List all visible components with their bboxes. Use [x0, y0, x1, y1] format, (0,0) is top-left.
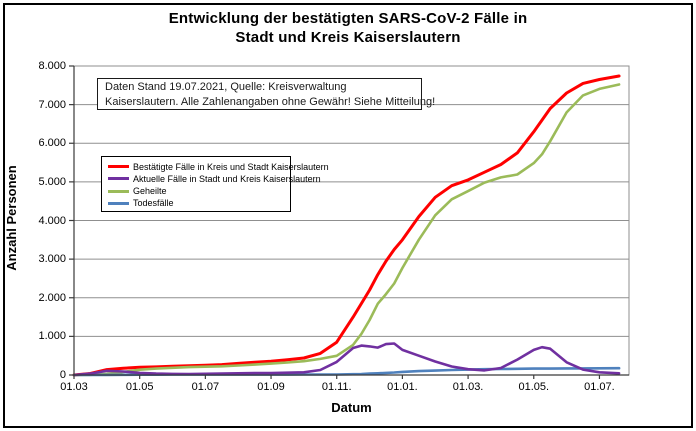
legend-item-4: Todesfälle: [108, 198, 285, 209]
y-tick-label: 0: [59, 369, 66, 381]
y-tick-label: 3.000: [38, 253, 66, 266]
legend: Bestätigte Fälle in Kreis und Stadt Kais…: [101, 156, 329, 212]
annotation-line-1: Daten Stand 19.07.2021, Quelle: Kreisver…: [105, 81, 347, 93]
chart-title: Entwicklung der bestätigten SARS-CoV-2 F…: [0, 9, 696, 47]
legend-item-3: Geheilte: [108, 186, 285, 197]
x-tick-label: 01.05.: [518, 381, 550, 393]
x-tick-label: 01.01.: [387, 381, 418, 393]
chart-canvas: [69, 65, 630, 379]
y-tick-label: 7.000: [38, 98, 66, 111]
y-tick-label: 4.000: [38, 214, 66, 227]
legend-line-swatch: [108, 201, 129, 205]
series-line-2: [72, 342, 621, 377]
legend-item-1: Bestätigte Fälle in Kreis und Stadt Kais…: [108, 161, 329, 172]
legend-line-swatch: [108, 189, 129, 193]
series-line-1: [72, 74, 621, 377]
y-tick-label: 8.000: [38, 60, 66, 72]
x-tick-label: 01.03.: [452, 381, 484, 393]
x-axis-title: Datum: [331, 400, 372, 415]
annotation-line-2: Kaiserslautern. Alle Zahlenangaben ohne …: [105, 96, 436, 108]
legend-label: Todesfälle: [133, 198, 174, 209]
y-tick-label: 2.000: [38, 291, 66, 304]
x-tick-label: 01.05: [125, 381, 154, 393]
x-tick-label: 01.11.: [321, 381, 352, 393]
legend-label: Aktuelle Fälle in Stadt und Kreis Kaiser…: [133, 173, 321, 184]
x-tick-label: 01.07.: [584, 381, 615, 393]
y-tick-label: 6.000: [38, 137, 66, 150]
data-source-annotation: Daten Stand 19.07.2021, Quelle: Kreisver…: [97, 78, 436, 110]
legend-label: Bestätigte Fälle in Kreis und Stadt Kais…: [133, 161, 329, 172]
y-tick-label: 1.000: [38, 330, 66, 343]
legend-line-swatch: [108, 177, 129, 181]
chart-title-line-2: Stadt und Kreis Kaiserslautern: [235, 29, 461, 46]
legend-item-2: Aktuelle Fälle in Stadt und Kreis Kaiser…: [108, 173, 321, 184]
plot-area: [69, 65, 630, 379]
x-tick-label: 01.09: [257, 381, 285, 393]
legend-label: Geheilte: [133, 186, 167, 197]
x-tick-label: 01.03: [60, 381, 88, 393]
series-line-3: [72, 83, 621, 377]
y-tick-label: 5.000: [38, 175, 66, 188]
chart-title-line-1: Entwicklung der bestätigten SARS-CoV-2 F…: [168, 10, 528, 27]
legend-line-swatch: [108, 165, 129, 168]
x-tick-label: 01.07: [191, 381, 220, 393]
